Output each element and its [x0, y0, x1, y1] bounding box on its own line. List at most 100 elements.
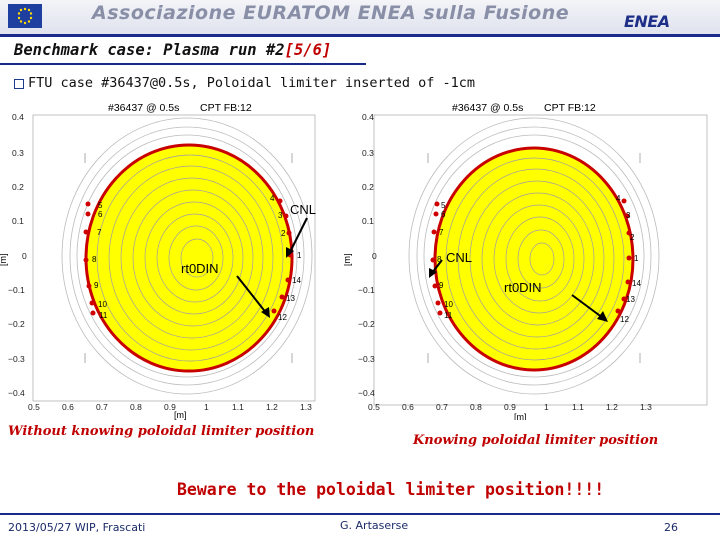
probe-label: 5 — [441, 201, 446, 210]
flux-surfaces-outer — [408, 117, 660, 395]
y-tick: 0.3 — [12, 148, 24, 158]
y-ticks: 0.4 0.3 0.2 0.1 0 −0.1 −0.2 −0.3 −0.4 — [8, 112, 27, 398]
y-ticks: 0.4 0.3 0.2 0.1 0 −0.1 −0.2 −0.3 −0.4 — [358, 112, 377, 398]
slide-title-part: [5/6] — [284, 41, 332, 59]
y-tick: 0 — [372, 251, 377, 261]
probe-label: 2 — [630, 233, 635, 242]
probe-label: 13 — [286, 294, 295, 303]
x-axis-label: [m] — [174, 410, 187, 420]
y-tick: −0.4 — [8, 388, 25, 398]
x-axis-label: [m] — [514, 412, 527, 420]
x-tick: 0.6 — [402, 402, 414, 412]
banner-title: Associazione EURATOM ENEA sulla Fusione — [92, 2, 570, 24]
y-tick: −0.3 — [8, 354, 25, 364]
probe-label: 7 — [97, 228, 102, 237]
cnl-label: CNL — [290, 202, 316, 217]
probe-label: 4 — [270, 194, 275, 203]
x-tick: 0.8 — [470, 402, 482, 412]
y-axis-label: [m] — [0, 254, 8, 267]
probe-label: 9 — [94, 281, 99, 290]
x-ticks: 0.5 0.6 0.7 0.8 0.9 1 1.1 1.2 1.3 — [28, 402, 312, 412]
x-ticks: 0.5 0.6 0.7 0.8 0.9 1 1.1 1.2 1.3 — [368, 402, 652, 412]
x-tick: 0.5 — [368, 402, 380, 412]
x-tick: 0.9 — [504, 402, 516, 412]
probe-label: 8 — [92, 255, 97, 264]
x-tick: 0.9 — [164, 402, 176, 412]
x-tick: 1.3 — [640, 402, 652, 412]
x-tick: 0.8 — [130, 402, 142, 412]
cnl-arrow — [288, 217, 308, 255]
cnl-label: CNL — [446, 250, 472, 265]
x-tick: 1.2 — [266, 402, 278, 412]
y-tick: −0.1 — [8, 285, 25, 295]
eu-flag-icon — [8, 4, 42, 28]
probe-label: 12 — [278, 313, 287, 322]
magnetic-probes — [430, 198, 632, 316]
odin-label: rt0DIN — [504, 280, 542, 295]
probe-label: 1 — [297, 251, 302, 260]
y-tick: −0.2 — [358, 319, 375, 329]
header-divider — [0, 34, 720, 37]
warning-text: Beware to the poloidal limiter position!… — [177, 480, 605, 499]
footer-author: G. Artaserse — [340, 519, 409, 532]
x-tick: 1 — [204, 402, 209, 412]
probe-label: 7 — [439, 228, 444, 237]
probe-label: 8 — [437, 255, 442, 264]
probe-label: 13 — [626, 295, 635, 304]
feedback-label: CPT FB:12 — [200, 102, 252, 114]
x-tick: 1 — [544, 402, 549, 412]
probe-label: 14 — [632, 279, 641, 288]
probe-label: 3 — [626, 211, 631, 220]
y-tick: 0.4 — [12, 112, 24, 122]
left-plot-caption: Without knowing poloidal limiter positio… — [8, 424, 315, 439]
x-tick: 1.1 — [232, 402, 244, 412]
x-tick: 1.1 — [572, 402, 584, 412]
x-tick: 0.7 — [436, 402, 448, 412]
limiter-marks — [427, 153, 641, 363]
probe-label: 11 — [444, 311, 453, 320]
probe-label: 11 — [99, 311, 108, 320]
probe-label: 6 — [441, 210, 446, 219]
y-tick: 0.2 — [12, 182, 24, 192]
title-underline — [0, 63, 366, 65]
x-tick: 0.5 — [28, 402, 40, 412]
y-tick: 0.1 — [362, 216, 374, 226]
y-tick: 0 — [22, 251, 27, 261]
shot-label: #36437 @ 0.5s — [108, 102, 179, 114]
y-tick: 0.2 — [362, 182, 374, 192]
magnetic-probes — [83, 198, 293, 316]
header-banner — [0, 0, 720, 34]
page-number: 26 — [664, 521, 678, 534]
probe-label: 1 — [634, 254, 639, 263]
bullet-text: FTU case #36437@0.5s, Poloidal limiter i… — [28, 75, 476, 91]
odin-arrow — [236, 275, 268, 315]
probe-label: 9 — [439, 281, 444, 290]
odin-label: rt0DIN — [181, 261, 219, 276]
footer-date: 2013/05/27 WIP, Frascati — [8, 521, 146, 534]
checkbox-bullet-icon — [14, 79, 24, 89]
probe-label: 4 — [616, 194, 621, 203]
equilibrium-plot-right: #36437 @ 0.5s CPT FB:12 4 5 6 3 7 2 8 1 … — [344, 102, 708, 420]
y-axis-label: [m] — [344, 254, 352, 267]
plasma-region — [84, 143, 294, 373]
y-tick: −0.4 — [358, 388, 375, 398]
probe-label: 3 — [278, 211, 283, 220]
odin-arrowhead — [261, 307, 270, 318]
probe-label: 10 — [444, 300, 453, 309]
y-tick: −0.3 — [358, 354, 375, 364]
equilibrium-plot-left: #36437 @ 0.5s CPT FB:12 4 5 6 3 7 2 8 1 … — [0, 102, 316, 420]
x-tick: 0.7 — [96, 402, 108, 412]
cnl-arrowhead — [429, 268, 437, 278]
right-plot-caption: Knowing poloidal limiter position — [413, 433, 659, 448]
x-tick: 0.6 — [62, 402, 74, 412]
slide-title: Benchmark case: Plasma run #2[5/6] — [14, 41, 331, 59]
x-tick: 1.2 — [606, 402, 618, 412]
slide-title-main: Benchmark case: Plasma run #2 — [14, 41, 285, 59]
flux-surfaces-inner — [96, 154, 284, 362]
probe-label: 2 — [281, 229, 286, 238]
y-tick: −0.1 — [358, 285, 375, 295]
probe-label: 10 — [98, 300, 107, 309]
probe-label: 12 — [620, 315, 629, 324]
feedback-label: CPT FB:12 — [544, 102, 596, 114]
y-tick: −0.2 — [8, 319, 25, 329]
